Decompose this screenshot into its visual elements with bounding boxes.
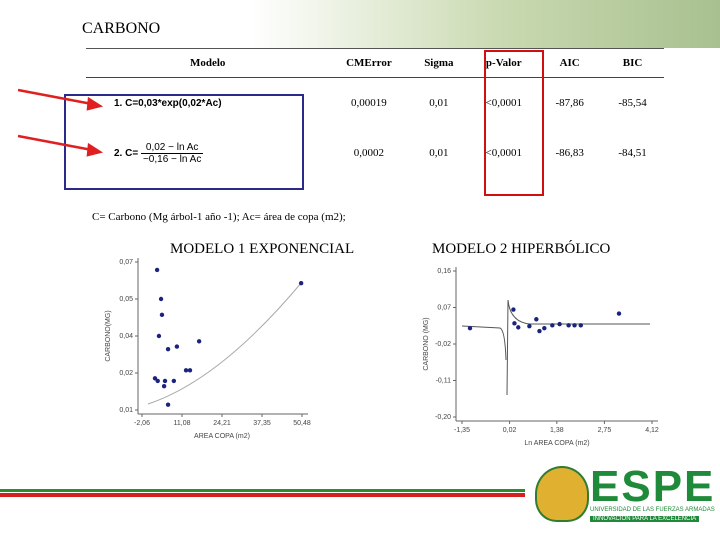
cell: 0,01	[429, 147, 449, 159]
point	[616, 311, 622, 316]
point	[542, 325, 547, 331]
th: AIC	[538, 48, 602, 78]
point	[516, 325, 521, 330]
cell: -87,86	[555, 97, 584, 109]
y-tick-label: -0,11	[436, 378, 452, 385]
cell: -86,83	[555, 147, 584, 159]
logo-line: UNIVERSIDAD DE LAS FUERZAS ARMADAS	[590, 507, 715, 513]
cell: 1. C=0,03*exp(0,02*Ac)	[114, 97, 222, 109]
cell: <0,0001	[485, 147, 522, 159]
chart-title: MODELO 1 EXPONENCIAL	[170, 241, 355, 257]
x-tick-label: 11,08	[174, 420, 191, 427]
th: p-Valor	[469, 48, 539, 78]
y-tick-label: 0,16	[437, 268, 451, 275]
crest	[535, 466, 589, 522]
x-tick-label: 37,35	[253, 420, 271, 427]
point	[165, 402, 171, 407]
point	[161, 384, 167, 389]
point	[572, 323, 577, 328]
point	[467, 325, 473, 331]
formula-label: 2. C=	[114, 147, 139, 159]
cell: <0,0001	[485, 97, 522, 109]
point	[534, 317, 539, 322]
point	[187, 368, 193, 373]
point	[156, 333, 162, 339]
x-tick-label: 0,02	[503, 427, 517, 434]
th: CMError	[329, 48, 409, 78]
th: Sigma	[408, 48, 470, 78]
point	[578, 323, 583, 328]
y-tick-label: 0,05	[119, 296, 133, 303]
y-axis-label: CARBONO (MG)	[423, 317, 430, 370]
fit-curve	[147, 281, 303, 405]
point	[527, 323, 532, 329]
numerator: 0,02 − ln Ac	[140, 142, 204, 154]
point	[154, 267, 160, 273]
y-tick-label: 0,07	[119, 259, 133, 266]
x-axis-label: AREA COPA (m2)	[194, 433, 250, 440]
rule	[0, 489, 525, 492]
point	[159, 312, 165, 318]
x-tick-label: 24,21	[213, 420, 231, 427]
point	[566, 323, 571, 328]
x-tick-label: 4,12	[645, 427, 659, 434]
y-tick-label: 0,02	[119, 370, 133, 377]
point	[158, 296, 164, 302]
chart-title: MODELO 2 HIPERBÓLICO	[432, 241, 611, 257]
point	[155, 378, 160, 384]
denominator: −0,16 − ln Ac	[142, 153, 202, 165]
y-tick-label: -0,20	[435, 414, 451, 421]
point	[165, 347, 171, 352]
header-band	[0, 0, 720, 48]
logo-line: INNOVACIÓN PARA LA EXCELENCIA	[590, 516, 700, 522]
rule	[0, 493, 525, 497]
highlight-box	[64, 94, 304, 190]
arrows	[17, 88, 104, 157]
cell: 0,00019	[351, 97, 387, 109]
point	[511, 307, 516, 312]
cell: -84,51	[618, 147, 647, 159]
point	[512, 321, 517, 326]
point	[196, 339, 202, 344]
x-tick-label: -2,06	[134, 420, 150, 427]
y-tick-label: 0,07	[437, 305, 451, 312]
cell: 2. C= 0,02 − ln Ac −0,16 − ln Ac	[86, 128, 329, 178]
cell: 0,0002	[353, 147, 385, 159]
fraction: 0,02 − ln Ac −0,16 − ln Ac	[140, 142, 204, 165]
cell: 0,01	[429, 97, 449, 109]
y-axis-label: CARBONO(MG)	[105, 310, 112, 361]
x-axis-label: Ln AREA COPA (m2)	[524, 440, 589, 447]
footnote: C= Carbono (Mg árbol-1 año -1); Ac= área…	[92, 211, 346, 223]
point	[174, 344, 180, 349]
fit-curve	[461, 299, 650, 396]
x-tick-label: 1,38	[550, 427, 564, 434]
highlight-box	[484, 50, 544, 196]
x-tick-label: 50,48	[293, 420, 311, 427]
cell: -85,54	[618, 97, 647, 109]
y-tick-label: 0,04	[119, 333, 133, 340]
logo-text: ESPE	[590, 462, 716, 511]
y-tick-label: -0,02	[435, 341, 451, 348]
point	[537, 328, 542, 334]
point	[152, 376, 158, 381]
point	[550, 323, 555, 328]
point	[557, 321, 562, 327]
slide-title: CARBONO	[82, 20, 161, 37]
point	[183, 368, 189, 373]
th: Modelo	[86, 48, 330, 78]
y-tick-label: 0,01	[119, 407, 133, 414]
x-tick-label: 2,75	[598, 427, 612, 434]
results-table: Modelo CMError Sigma p-Valor AIC BIC 1. …	[86, 48, 664, 178]
point	[298, 280, 304, 286]
th: BIC	[601, 48, 664, 78]
point	[171, 378, 177, 384]
point	[162, 378, 168, 384]
x-tick-label: -1,35	[454, 427, 470, 434]
